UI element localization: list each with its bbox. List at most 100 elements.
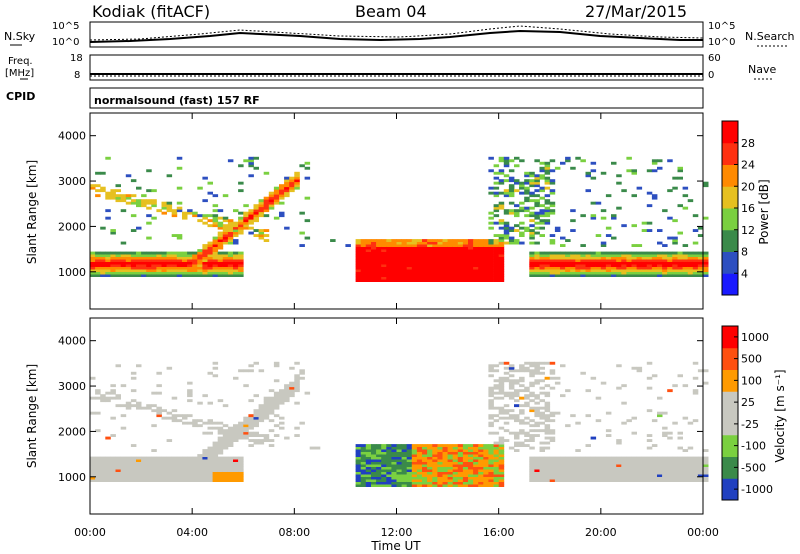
heatmap-cell [580, 256, 586, 260]
heatmap-cell [171, 414, 178, 418]
heatmap-cell [115, 199, 121, 203]
heatmap-cell [447, 246, 454, 250]
heatmap-cell [447, 276, 454, 280]
heatmap-cell [396, 261, 402, 265]
velocity-heatmap [90, 361, 709, 487]
heatmap-cell [478, 239, 484, 242]
heatmap-cell [105, 391, 111, 395]
heatmap-cell [146, 169, 152, 173]
heatmap-cell [422, 479, 428, 482]
heatmap-cell [493, 261, 500, 265]
heatmap-cell [560, 456, 566, 460]
heatmap-cell [657, 474, 663, 477]
heatmap-cell [110, 254, 116, 257]
heatmap-cell [539, 449, 545, 452]
heatmap-cell [248, 211, 254, 215]
heatmap-cell [156, 269, 162, 272]
heatmap-cell [258, 409, 265, 413]
heatmap-cell [248, 161, 254, 165]
heatmap-cell [534, 241, 540, 245]
heatmap-cell [483, 271, 489, 275]
x-tick-label: 00:00 [687, 526, 719, 539]
heatmap-cell [222, 241, 229, 245]
heatmap-cell [100, 251, 106, 255]
heatmap-cell [503, 404, 510, 408]
heatmap-cell [488, 424, 494, 428]
heatmap-cell [697, 471, 704, 475]
heatmap-cell [376, 464, 382, 467]
heatmap-cell [156, 414, 162, 418]
heatmap-cell [488, 366, 494, 370]
heatmap-cell [437, 261, 443, 265]
heatmap-cell [539, 416, 545, 420]
heatmap-cell [611, 474, 617, 477]
noise-left-tick-bottom: 10^0 [52, 37, 80, 48]
heatmap-cell [682, 384, 689, 388]
heatmap-cell [187, 264, 193, 267]
heatmap-cell [682, 269, 689, 272]
heatmap-cell [391, 266, 397, 270]
heatmap-cell [662, 461, 668, 465]
heatmap-cell [585, 261, 591, 265]
heatmap-cell [585, 456, 591, 460]
heatmap-cell [667, 254, 673, 257]
heatmap-cell [605, 274, 612, 277]
heatmap-cell [406, 484, 413, 487]
heatmap-cell [677, 446, 683, 450]
heatmap-cell [125, 476, 132, 480]
heatmap-cell [227, 466, 234, 470]
heatmap-cell [539, 476, 545, 480]
heatmap-cell [273, 396, 280, 400]
heatmap-cell [427, 239, 433, 242]
heatmap-cell [687, 266, 694, 270]
heatmap-cell [136, 269, 142, 272]
heatmap-cell [365, 244, 372, 247]
heatmap-cell [416, 466, 423, 470]
heatmap-cell [483, 261, 489, 265]
heatmap-cell [202, 261, 208, 265]
heatmap-cell [483, 254, 489, 257]
heatmap-cell [391, 459, 397, 462]
heatmap-cell [171, 269, 178, 272]
heatmap-cell [120, 209, 127, 213]
heatmap-cell [488, 261, 494, 265]
heatmap-cell [217, 476, 224, 480]
heatmap-cell [468, 271, 474, 275]
heatmap-cell [268, 419, 275, 423]
heatmap-cell [381, 479, 387, 482]
heatmap-cell [207, 264, 213, 267]
heatmap-cell [493, 469, 500, 472]
heatmap-cell [371, 266, 377, 270]
heatmap-cell [238, 254, 244, 257]
heatmap-cell [156, 264, 162, 267]
heatmap-cell [248, 174, 254, 178]
heatmap-cell [462, 239, 469, 242]
heatmap-cell [217, 459, 224, 462]
heatmap-cell [258, 211, 265, 215]
heatmap-cell [432, 279, 438, 282]
heatmap-cell [197, 476, 203, 480]
heatmap-cell [136, 401, 142, 405]
heatmap-cell [483, 249, 489, 252]
heatmap-cell [427, 261, 433, 265]
heatmap-cell [524, 421, 530, 425]
heatmap-cell [488, 364, 494, 368]
heatmap-cell [534, 221, 540, 225]
heatmap-cell [529, 469, 535, 472]
y-tick-label: 4000 [58, 130, 86, 143]
heatmap-cell [442, 241, 448, 245]
heatmap-cell [273, 404, 280, 408]
heatmap-cell [462, 444, 469, 447]
heatmap-cell [284, 184, 290, 188]
heatmap-cell [289, 366, 295, 370]
heatmap-cell [355, 279, 362, 282]
heatmap-cell [233, 376, 239, 380]
station-title: Kodiak (fitACF) [92, 2, 211, 21]
heatmap-cell [549, 181, 556, 185]
heatmap-cell [498, 269, 505, 272]
heatmap-cell [483, 444, 489, 447]
heatmap-cell [682, 244, 689, 247]
heatmap-cell [391, 276, 397, 280]
heatmap-cell [268, 191, 275, 195]
heatmap-cell [411, 274, 418, 277]
